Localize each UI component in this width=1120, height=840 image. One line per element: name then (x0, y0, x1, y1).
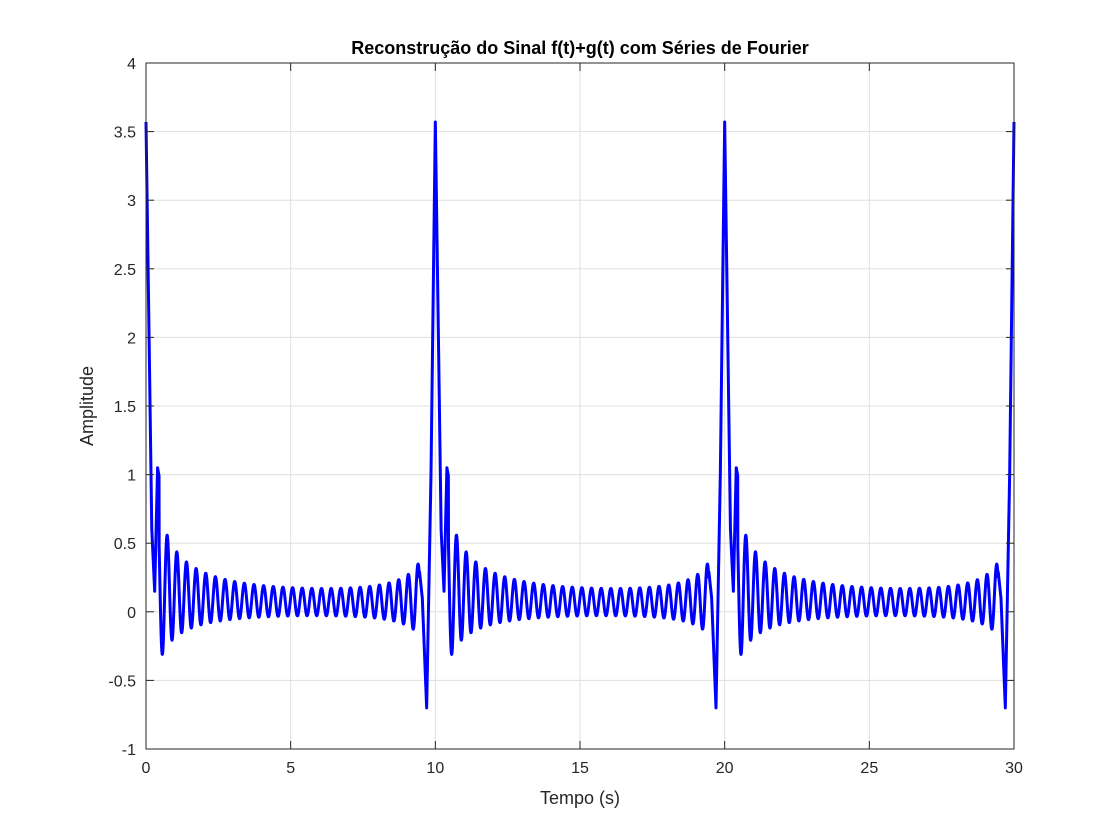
signal-series (144, 120, 1016, 710)
chart-title: Reconstrução do Sinal f(t)+g(t) com Séri… (351, 38, 809, 58)
y-tick-label: 1.5 (114, 399, 136, 416)
y-tick-label: 2 (127, 330, 136, 347)
signal-line (144, 120, 1016, 710)
x-tick-label: 0 (142, 760, 151, 777)
x-tick-label: 20 (716, 760, 734, 777)
y-tick-label: 1 (127, 468, 136, 485)
y-tick-label: -0.5 (108, 673, 136, 690)
y-tick-label: 0 (127, 605, 136, 622)
x-axis-label: Tempo (s) (540, 788, 620, 808)
x-tick-label: 30 (1005, 760, 1023, 777)
x-tick-label: 10 (426, 760, 444, 777)
x-tick-label: 25 (860, 760, 878, 777)
axis-ticks: 0 5 10 15 20 25 30 -1 -0.5 0 0.5 1 1.5 2 2.5 3 3.5 4 (108, 56, 1023, 777)
y-tick-label: 0.5 (114, 536, 136, 553)
y-tick-label: 4 (127, 56, 136, 73)
x-tick-label: 15 (571, 760, 589, 777)
y-axis-label: Amplitude (77, 366, 97, 446)
y-tick-label: 3.5 (114, 125, 136, 142)
y-tick-label: 2.5 (114, 262, 136, 279)
y-tick-label: 3 (127, 193, 136, 210)
y-tick-label: -1 (122, 742, 136, 759)
x-tick-label: 5 (286, 760, 295, 777)
